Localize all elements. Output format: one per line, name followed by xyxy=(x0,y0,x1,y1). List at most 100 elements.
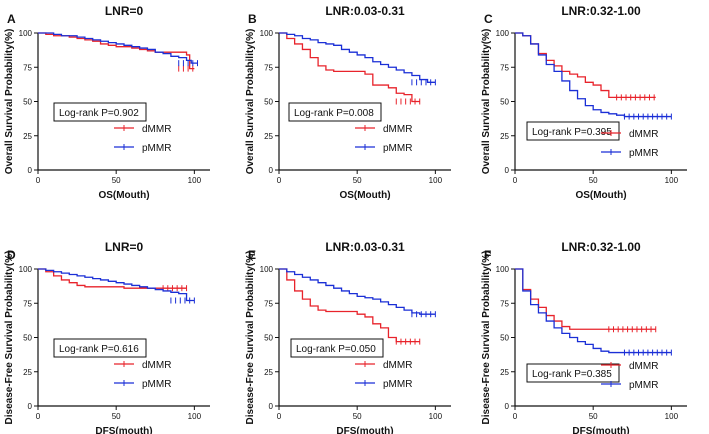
panel-title: LNR=0 xyxy=(105,4,144,18)
panel-title: LNR:0.32-1.00 xyxy=(561,4,641,18)
panel-letter: D xyxy=(7,248,16,262)
survival-curve-pmmr xyxy=(279,32,436,83)
x-tick-label: 0 xyxy=(36,176,41,185)
logrank-box xyxy=(290,338,384,358)
y-tick-label: 75 xyxy=(23,299,32,308)
y-tick-label: 0 xyxy=(28,402,33,411)
panel-a: A LNR=0 0 25 50 75 100 0 50 100 OS(Mouth) Overall S… xyxy=(4,4,210,201)
x-tick-label: 50 xyxy=(353,176,362,185)
panel-letter: C xyxy=(484,12,493,26)
y-tick-label: 75 xyxy=(500,299,509,308)
y-tick-label: 100 xyxy=(19,29,33,38)
panel-f: F LNR:0.32-1.00 0 25 50 75 100 0 50 100 DFS(mouth)… xyxy=(481,240,687,434)
x-tick-label: 100 xyxy=(665,176,679,185)
y-tick-label: 100 xyxy=(496,265,510,274)
y-tick-label: 75 xyxy=(23,63,32,72)
y-tick-label: 25 xyxy=(264,368,273,377)
legend-label-dmmr: dMMR xyxy=(383,124,412,135)
y-tick-label: 25 xyxy=(23,132,32,141)
x-tick-label: 100 xyxy=(429,412,443,421)
y-tick-label: 75 xyxy=(264,63,273,72)
legend-label-dmmr: dMMR xyxy=(629,361,658,372)
x-tick-label: 50 xyxy=(112,412,121,421)
survival-curve-dmmr xyxy=(515,32,656,99)
legend-label-pmmr: pMMR xyxy=(629,148,658,159)
y-tick-label: 0 xyxy=(28,166,33,175)
x-tick-label: 0 xyxy=(277,176,282,185)
logrank-text: Log-rank P=0.616 xyxy=(59,344,139,355)
survival-curve-pmmr xyxy=(515,32,672,118)
survival-curve-pmmr xyxy=(38,268,195,302)
panel-b: B LNR:0.03-0.31 0 25 50 75 100 0 50 100 OS(Mouth) O… xyxy=(245,4,451,201)
x-tick-label: 100 xyxy=(665,412,679,421)
survival-curve-pmmr xyxy=(515,268,672,354)
legend-label-dmmr: dMMR xyxy=(142,124,171,135)
logrank-text: Log-rank P=0.050 xyxy=(296,344,376,355)
legend-label-dmmr: dMMR xyxy=(142,360,171,371)
logrank-text: Log-rank P=0.008 xyxy=(294,108,374,119)
x-axis-label: OS(Mouth) xyxy=(339,190,390,201)
logrank-text: Log-rank P=0.385 xyxy=(532,369,612,380)
y-tick-label: 25 xyxy=(23,368,32,377)
x-tick-label: 50 xyxy=(353,412,362,421)
y-tick-label: 50 xyxy=(23,98,32,107)
logrank-text: Log-rank P=0.395 xyxy=(532,127,612,138)
y-axis-label: Overall Survival Probability(%) xyxy=(245,29,256,175)
survival-curve-dmmr xyxy=(515,268,656,330)
panel-title: LNR=0 xyxy=(105,240,144,254)
x-axis-label: OS(Mouth) xyxy=(575,190,626,201)
survival-curve-dmmr xyxy=(38,32,195,70)
legend-label-pmmr: pMMR xyxy=(383,379,412,390)
panel-e: E LNR:0.03-0.31 0 25 50 75 100 0 50 100 DFS(mouth)… xyxy=(245,240,451,434)
y-tick-label: 50 xyxy=(23,334,32,343)
y-tick-label: 100 xyxy=(496,29,510,38)
x-axis-label: DFS(mouth) xyxy=(572,426,629,434)
legend-label-dmmr: dMMR xyxy=(629,129,658,140)
logrank-box xyxy=(526,363,620,383)
panel-title: LNR:0.03-0.31 xyxy=(325,4,405,18)
x-axis-label: DFS(mouth) xyxy=(336,426,393,434)
y-tick-label: 50 xyxy=(264,98,273,107)
y-tick-label: 0 xyxy=(505,166,510,175)
x-tick-label: 100 xyxy=(188,176,202,185)
y-tick-label: 0 xyxy=(269,402,274,411)
legend-label-pmmr: pMMR xyxy=(629,380,658,391)
x-tick-label: 0 xyxy=(513,412,518,421)
panel-c: C LNR:0.32-1.00 0 25 50 75 100 0 50 100 OS(Mouth) O… xyxy=(481,4,687,201)
x-tick-label: 50 xyxy=(589,176,598,185)
y-tick-label: 0 xyxy=(269,166,274,175)
legend-label-dmmr: dMMR xyxy=(383,360,412,371)
panel-letter: F xyxy=(484,248,491,262)
y-tick-label: 0 xyxy=(505,402,510,411)
survival-curve-dmmr xyxy=(279,32,420,103)
logrank-box xyxy=(53,338,147,358)
y-tick-label: 25 xyxy=(500,132,509,141)
y-axis-label: Disease-Free Survival Probability(%) xyxy=(481,251,492,425)
x-tick-label: 100 xyxy=(429,176,443,185)
legend-label-pmmr: pMMR xyxy=(142,143,171,154)
survival-curve-dmmr xyxy=(279,268,420,343)
y-tick-label: 75 xyxy=(264,299,273,308)
y-axis-label: Overall Survival Probability(%) xyxy=(481,29,492,175)
panel-letter: B xyxy=(248,12,257,26)
y-tick-label: 50 xyxy=(500,98,509,107)
y-axis-label: Disease-Free Survival Probability(%) xyxy=(245,251,256,425)
logrank-text: Log-rank P=0.902 xyxy=(59,108,139,119)
y-axis-label: Disease-Free Survival Probability(%) xyxy=(4,251,15,425)
logrank-box xyxy=(526,121,620,141)
y-tick-label: 100 xyxy=(260,29,274,38)
x-tick-label: 50 xyxy=(112,176,121,185)
x-tick-label: 50 xyxy=(589,412,598,421)
survival-curve-pmmr xyxy=(279,268,436,315)
x-axis-label: DFS(mouth) xyxy=(95,426,152,434)
y-tick-label: 75 xyxy=(500,63,509,72)
panel-letter: E xyxy=(248,248,256,262)
x-tick-label: 0 xyxy=(36,412,41,421)
survival-curve-pmmr xyxy=(38,32,198,64)
y-tick-label: 50 xyxy=(264,334,273,343)
logrank-box xyxy=(53,102,147,122)
y-tick-label: 25 xyxy=(500,368,509,377)
panel-d: D LNR=0 0 25 50 75 100 0 50 100 DFS(mouth) Disease-… xyxy=(4,240,210,434)
panel-letter: A xyxy=(7,12,16,26)
